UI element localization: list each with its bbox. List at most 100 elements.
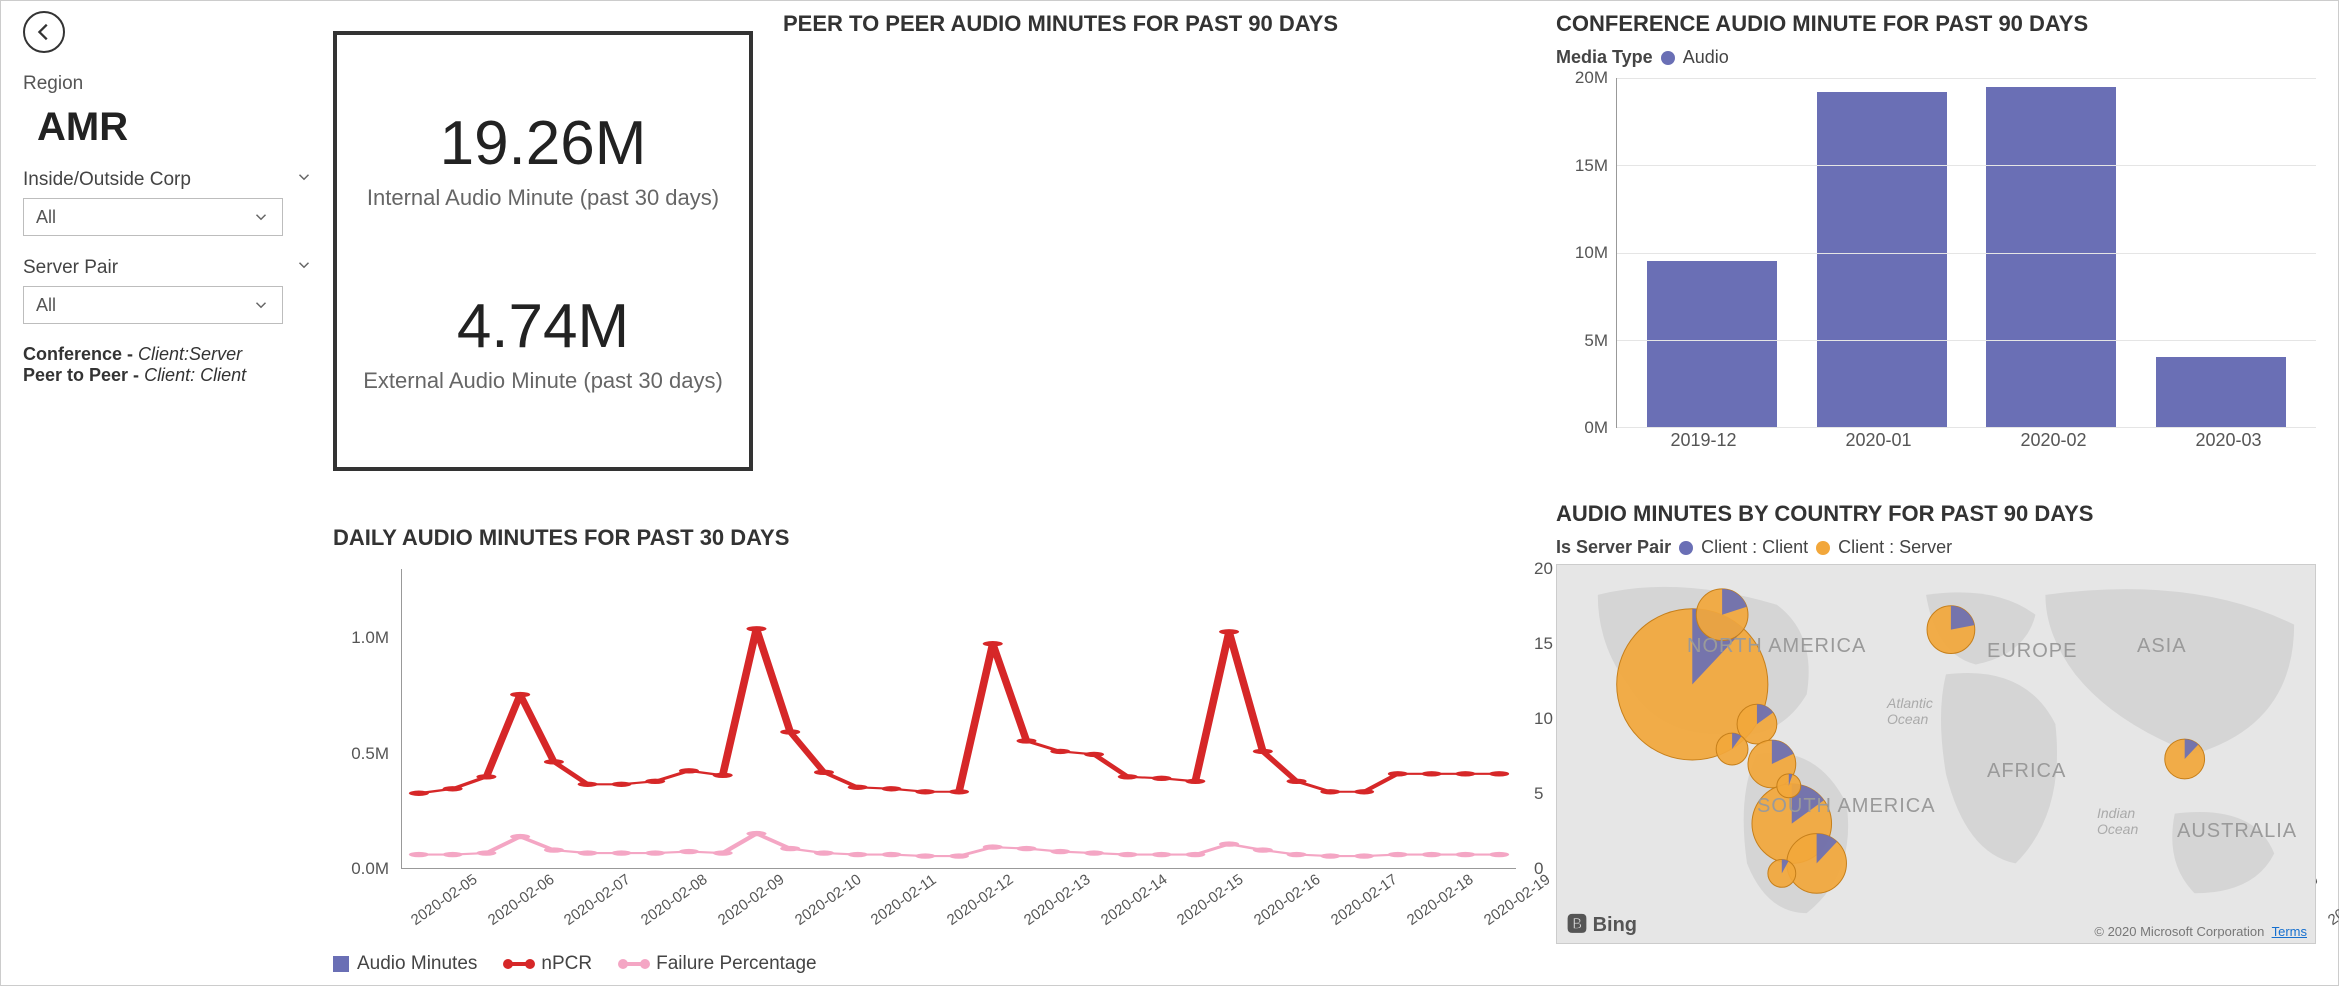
conference-legend: Media Type Audio xyxy=(1556,47,2316,68)
map-legend-b: Client : Server xyxy=(1838,537,1952,558)
legend-failure: Failure Percentage xyxy=(620,953,817,975)
map-bubble[interactable] xyxy=(1927,606,1975,654)
map-bubble[interactable] xyxy=(1716,733,1748,765)
region-value: AMR xyxy=(37,105,313,150)
filter-footnote: Conference - Client:Server Peer to Peer … xyxy=(23,344,313,386)
legend-line-icon xyxy=(620,962,648,966)
map-bubble[interactable] xyxy=(1777,774,1801,798)
x-label: 2020-01 xyxy=(1845,430,1911,458)
legend-dot-client-client xyxy=(1679,541,1693,555)
server-pair-label: Server Pair xyxy=(23,257,118,279)
kpi-internal-value: 19.26M xyxy=(367,108,719,179)
note-conference-italic: Client:Server xyxy=(133,344,242,364)
inside-outside-header[interactable]: Inside/Outside Corp xyxy=(23,168,313,192)
legend-npcr-label: nPCR xyxy=(541,953,592,975)
legend-audio-label: Audio Minutes xyxy=(357,953,477,975)
note-p2p-italic: Client: Client xyxy=(139,365,246,385)
x-label: 2019-12 xyxy=(1670,430,1736,458)
kpi-external-label: External Audio Minute (past 30 days) xyxy=(363,368,723,394)
legend-dot-audio xyxy=(1661,51,1675,65)
y2-tick: 5 xyxy=(1534,784,1543,804)
bar[interactable] xyxy=(2156,357,2286,427)
kpi-internal-label: Internal Audio Minute (past 30 days) xyxy=(367,185,719,211)
map-svg xyxy=(1557,565,2315,943)
terms-link[interactable]: Terms xyxy=(2272,924,2307,939)
kpi-card: 19.26M Internal Audio Minute (past 30 da… xyxy=(333,31,753,471)
top-row: 19.26M Internal Audio Minute (past 30 da… xyxy=(333,11,2316,491)
y-tick: 20M xyxy=(1575,68,1608,88)
kpi-external: 4.74M External Audio Minute (past 30 day… xyxy=(363,291,723,394)
y-tick: 15M xyxy=(1575,156,1608,176)
bottom-row: DAILY AUDIO MINUTES FOR PAST 30 DAYS 0.0… xyxy=(333,501,2316,975)
bing-logo: 🅱 Bing xyxy=(1567,908,1637,937)
chevron-down-icon xyxy=(252,208,270,226)
bar[interactable] xyxy=(1817,92,1947,427)
chevron-down-icon xyxy=(295,168,313,192)
legend-audio: Audio Minutes xyxy=(333,953,477,975)
legend-failure-label: Failure Percentage xyxy=(656,953,817,975)
conference-plot xyxy=(1616,78,2316,428)
map-bubble[interactable] xyxy=(2165,739,2205,779)
map-legend-a: Client : Client xyxy=(1701,537,1808,558)
p2p-section: PEER TO PEER AUDIO MINUTES FOR PAST 90 D… xyxy=(753,11,1526,491)
map-legend: Is Server Pair Client : Client Client : … xyxy=(1556,537,2316,558)
conference-legend-label: Media Type xyxy=(1556,47,1653,68)
kpi-external-value: 4.74M xyxy=(363,291,723,362)
daily-section: DAILY AUDIO MINUTES FOR PAST 30 DAYS 0.0… xyxy=(333,525,1526,975)
chevron-down-icon xyxy=(295,256,313,280)
main-column: 19.26M Internal Audio Minute (past 30 da… xyxy=(333,11,2316,975)
map-bubble[interactable] xyxy=(1787,834,1847,894)
dashboard-root: Region AMR Inside/Outside Corp All Serve… xyxy=(1,1,2338,985)
conference-chart[interactable]: 0M5M10M15M20M 2019-122020-012020-022020-… xyxy=(1556,78,2316,458)
daily-y-axis: 0.0M0.5M1.0M xyxy=(333,569,393,869)
filter-panel: Region AMR Inside/Outside Corp All Serve… xyxy=(23,11,313,975)
y-tick: 5M xyxy=(1584,331,1608,351)
map-copyright: © 2020 Microsoft Corporation Terms xyxy=(2094,924,2307,939)
conference-y-axis: 0M5M10M15M20M xyxy=(1556,78,1612,428)
y2-tick: 10 xyxy=(1534,709,1553,729)
y2-tick: 20 xyxy=(1534,559,1553,579)
y-tick: 0M xyxy=(1584,418,1608,438)
y-tick: 10M xyxy=(1575,243,1608,263)
arrow-left-icon xyxy=(33,21,55,43)
server-pair-value: All xyxy=(36,295,56,316)
x-label: 2020-03-01 xyxy=(2325,871,2339,961)
inside-outside-select[interactable]: All xyxy=(23,198,283,236)
top-left-group: 19.26M Internal Audio Minute (past 30 da… xyxy=(333,11,1526,491)
x-label: 2020-03 xyxy=(2195,430,2261,458)
map-bubble[interactable] xyxy=(1696,589,1748,641)
inside-outside-label: Inside/Outside Corp xyxy=(23,169,191,191)
conference-title: CONFERENCE AUDIO MINUTE FOR PAST 90 DAYS xyxy=(1556,11,2316,37)
bar[interactable] xyxy=(1986,87,2116,427)
daily-title: DAILY AUDIO MINUTES FOR PAST 30 DAYS xyxy=(333,525,1526,551)
chevron-down-icon xyxy=(252,296,270,314)
copyright-text: © 2020 Microsoft Corporation xyxy=(2094,924,2264,939)
legend-dot-client-server xyxy=(1816,541,1830,555)
bing-text: Bing xyxy=(1593,914,1637,936)
conference-x-axis: 2019-12 2020-01 2020-02 2020-03 xyxy=(1616,430,2316,458)
back-button[interactable] xyxy=(23,11,65,53)
daily-legend: Audio Minutes nPCR Failure Percentage xyxy=(333,953,1526,975)
daily-bars xyxy=(402,569,1516,868)
conference-legend-series: Audio xyxy=(1683,47,1729,68)
daily-chart[interactable]: 0.0M0.5M1.0M 05101520 2020-02-052020-02-… xyxy=(333,569,1526,949)
map-visual[interactable]: 🅱 Bing © 2020 Microsoft Corporation Term… xyxy=(1556,564,2316,944)
bar[interactable] xyxy=(1647,261,1777,427)
legend-line-icon xyxy=(505,962,533,966)
note-conference-bold: Conference - xyxy=(23,344,133,364)
conference-section: CONFERENCE AUDIO MINUTE FOR PAST 90 DAYS… xyxy=(1556,11,2316,491)
daily-x-axis: 2020-02-052020-02-062020-02-072020-02-08… xyxy=(401,871,1516,949)
x-label: 2020-02 xyxy=(2020,430,2086,458)
server-pair-select[interactable]: All xyxy=(23,286,283,324)
y-tick: 0.5M xyxy=(351,744,389,764)
inside-outside-value: All xyxy=(36,207,56,228)
server-pair-header[interactable]: Server Pair xyxy=(23,256,313,280)
y2-tick: 15 xyxy=(1534,634,1553,654)
daily-plot xyxy=(401,569,1516,869)
kpi-internal: 19.26M Internal Audio Minute (past 30 da… xyxy=(367,108,719,211)
map-bubble[interactable] xyxy=(1768,859,1796,887)
map-section: AUDIO MINUTES BY COUNTRY FOR PAST 90 DAY… xyxy=(1556,501,2316,975)
y-tick: 1.0M xyxy=(351,628,389,648)
note-p2p-bold: Peer to Peer - xyxy=(23,365,139,385)
region-label: Region xyxy=(23,73,313,95)
